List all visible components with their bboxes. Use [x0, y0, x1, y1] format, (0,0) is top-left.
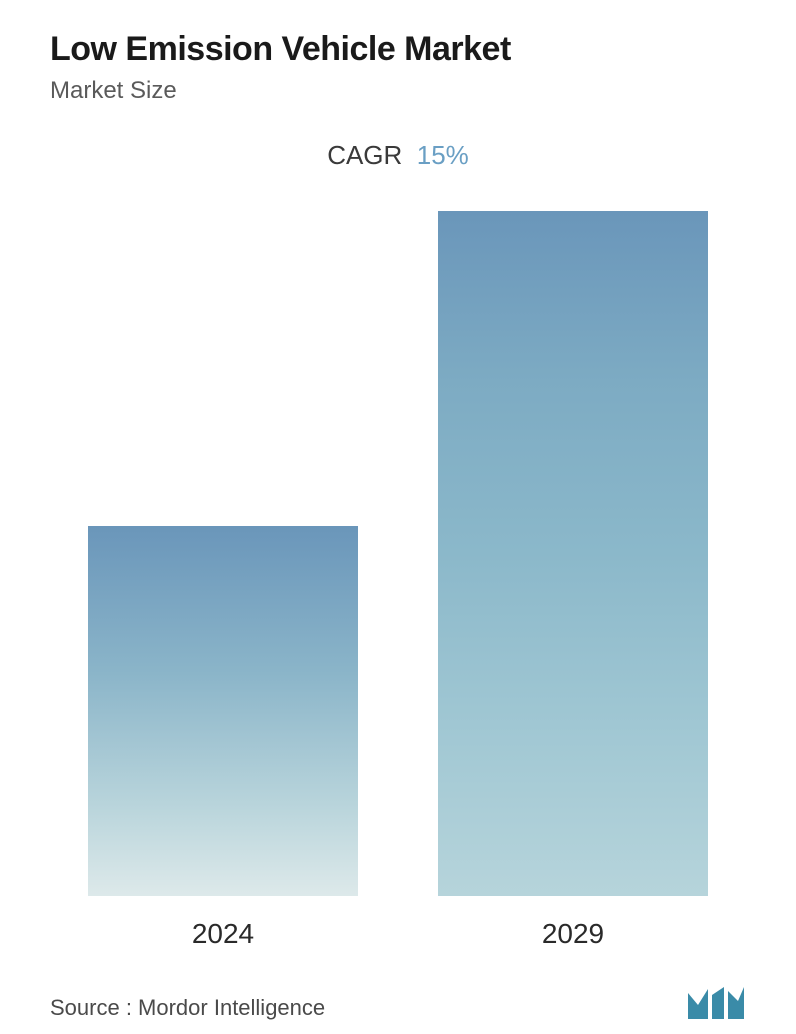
- page-title: Low Emission Vehicle Market: [50, 30, 746, 69]
- cagr-label: CAGR: [327, 140, 402, 170]
- cagr-value: 15%: [417, 140, 469, 170]
- bar-chart: 2024 2029: [50, 211, 746, 950]
- bar-group-2029: 2029: [438, 211, 708, 950]
- mordor-logo-icon: [686, 985, 746, 1021]
- bar-label-2024: 2024: [192, 918, 254, 950]
- chart-container: Low Emission Vehicle Market Market Size …: [0, 0, 796, 1034]
- cagr-row: CAGR 15%: [50, 140, 746, 171]
- page-subtitle: Market Size: [50, 77, 746, 105]
- footer: Source : Mordor Intelligence: [50, 985, 746, 1026]
- header: Low Emission Vehicle Market Market Size: [50, 30, 746, 105]
- bar-2029: [438, 211, 708, 896]
- bar-group-2024: 2024: [88, 526, 358, 950]
- source-text: Source : Mordor Intelligence: [50, 995, 325, 1021]
- bar-2024: [88, 526, 358, 896]
- bar-label-2029: 2029: [542, 918, 604, 950]
